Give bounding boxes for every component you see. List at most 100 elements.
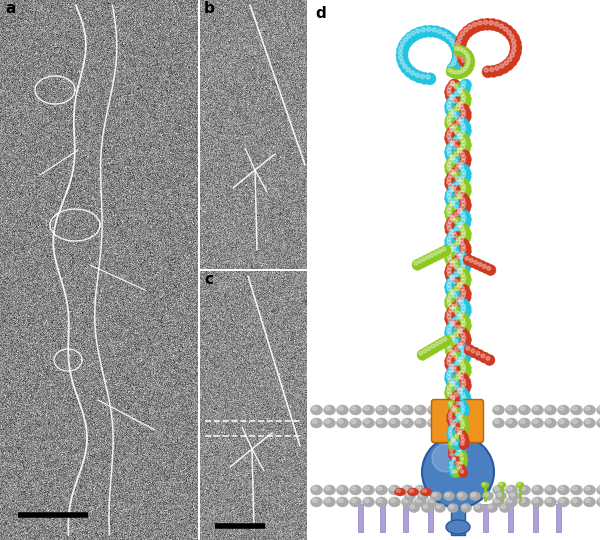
Circle shape	[457, 466, 460, 469]
Circle shape	[452, 364, 457, 368]
Circle shape	[454, 104, 466, 116]
Circle shape	[435, 342, 439, 346]
Circle shape	[458, 148, 462, 152]
Circle shape	[449, 306, 461, 318]
Ellipse shape	[572, 420, 577, 423]
Circle shape	[460, 92, 464, 96]
Ellipse shape	[443, 491, 455, 501]
Circle shape	[451, 336, 455, 340]
Ellipse shape	[352, 498, 356, 503]
Circle shape	[447, 311, 451, 315]
Circle shape	[459, 376, 471, 388]
Circle shape	[461, 58, 466, 62]
Circle shape	[450, 40, 462, 52]
Circle shape	[458, 270, 470, 282]
Circle shape	[451, 242, 463, 254]
Ellipse shape	[532, 485, 544, 495]
Circle shape	[509, 37, 521, 49]
Circle shape	[510, 53, 514, 57]
Circle shape	[492, 20, 504, 32]
Ellipse shape	[401, 497, 413, 507]
Circle shape	[445, 188, 457, 201]
Circle shape	[459, 68, 469, 77]
Circle shape	[409, 29, 421, 41]
Circle shape	[449, 173, 453, 177]
Circle shape	[445, 252, 457, 265]
Ellipse shape	[484, 493, 488, 496]
Circle shape	[451, 352, 463, 363]
Ellipse shape	[488, 505, 493, 509]
Circle shape	[445, 224, 457, 236]
Ellipse shape	[418, 491, 428, 501]
Circle shape	[455, 325, 459, 329]
Circle shape	[445, 104, 457, 116]
Ellipse shape	[352, 407, 356, 410]
Ellipse shape	[596, 497, 600, 507]
Circle shape	[456, 45, 460, 49]
Ellipse shape	[482, 491, 493, 501]
Ellipse shape	[430, 498, 434, 503]
Ellipse shape	[325, 420, 330, 423]
Circle shape	[445, 203, 457, 215]
Ellipse shape	[473, 503, 485, 512]
Circle shape	[461, 364, 466, 368]
Circle shape	[447, 106, 451, 110]
Circle shape	[453, 318, 457, 322]
Circle shape	[445, 132, 457, 144]
Ellipse shape	[462, 505, 467, 509]
Ellipse shape	[325, 487, 330, 490]
Circle shape	[457, 357, 461, 361]
Circle shape	[454, 411, 464, 421]
Circle shape	[474, 260, 478, 264]
Ellipse shape	[583, 418, 595, 428]
Circle shape	[461, 322, 466, 326]
Circle shape	[459, 111, 471, 123]
Circle shape	[458, 134, 463, 138]
Circle shape	[456, 429, 466, 439]
Circle shape	[461, 272, 465, 276]
Ellipse shape	[391, 407, 395, 410]
Circle shape	[451, 196, 463, 208]
Ellipse shape	[421, 503, 433, 512]
Circle shape	[455, 251, 460, 255]
Circle shape	[445, 32, 457, 45]
Ellipse shape	[501, 505, 506, 509]
Ellipse shape	[559, 487, 564, 490]
Circle shape	[455, 106, 460, 110]
Circle shape	[457, 281, 469, 293]
Circle shape	[419, 351, 423, 355]
Text: d: d	[315, 6, 326, 21]
Text: a: a	[5, 1, 16, 16]
Circle shape	[452, 90, 464, 102]
Ellipse shape	[323, 485, 335, 495]
Circle shape	[454, 442, 458, 446]
Ellipse shape	[364, 407, 369, 410]
Circle shape	[445, 373, 457, 385]
Circle shape	[447, 245, 459, 258]
Circle shape	[451, 322, 455, 326]
Circle shape	[449, 245, 461, 258]
Circle shape	[461, 333, 465, 336]
Bar	[451, 508, 465, 535]
Circle shape	[455, 464, 464, 473]
Circle shape	[446, 376, 458, 388]
Circle shape	[422, 257, 426, 261]
Circle shape	[446, 134, 451, 138]
Circle shape	[451, 181, 463, 194]
Circle shape	[433, 340, 444, 351]
Circle shape	[451, 277, 463, 289]
Ellipse shape	[415, 485, 427, 495]
Circle shape	[458, 136, 470, 147]
Circle shape	[465, 56, 475, 65]
Ellipse shape	[403, 420, 408, 423]
Circle shape	[456, 240, 460, 245]
Circle shape	[458, 431, 461, 434]
Circle shape	[445, 206, 457, 218]
Circle shape	[455, 386, 459, 390]
Circle shape	[458, 466, 462, 469]
Circle shape	[454, 359, 466, 370]
Circle shape	[407, 34, 411, 38]
Circle shape	[445, 327, 457, 339]
Circle shape	[452, 304, 457, 308]
Circle shape	[457, 192, 469, 204]
